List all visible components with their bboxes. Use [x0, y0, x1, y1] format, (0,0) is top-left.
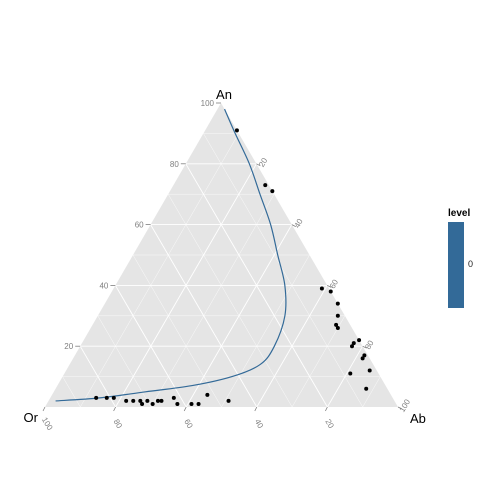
gridline-or [168, 194, 293, 408]
legend-title: level [448, 208, 471, 219]
tick-mark-ab [362, 345, 367, 349]
gridline-ab [362, 376, 381, 408]
data-point [124, 398, 129, 403]
data-point [360, 356, 365, 361]
gridline-ab [256, 285, 328, 408]
gridline-or [62, 376, 81, 408]
gridline-or [203, 133, 363, 408]
tick-label-or: 20 [323, 418, 336, 431]
tick-label-ab: 80 [363, 338, 376, 351]
vertex-label-right: Ab [410, 411, 426, 426]
legend-entry-label: 0 [468, 259, 474, 269]
data-point [159, 398, 164, 403]
tick-label-an: 20 [64, 342, 73, 351]
data-point [104, 395, 109, 400]
data-points [94, 128, 372, 406]
data-point [171, 395, 176, 400]
data-point [131, 398, 136, 403]
tick-label-an: 80 [170, 160, 179, 169]
tick-mark-ab [291, 224, 296, 227]
tick-mark-or [42, 406, 46, 412]
data-point [234, 128, 239, 133]
data-point [111, 395, 116, 400]
legend-color-swatch [448, 222, 464, 308]
gridline-ab [291, 315, 346, 408]
tick-mark-ab [327, 285, 332, 288]
data-point [334, 322, 339, 327]
gridline-ab [150, 194, 275, 408]
vertex-label-left: Or [24, 410, 39, 425]
data-point [357, 338, 362, 343]
data-point [364, 386, 369, 391]
tick-label-or: 40 [253, 418, 266, 431]
data-point [270, 189, 275, 194]
data-point [175, 401, 180, 406]
data-point [138, 398, 143, 403]
data-point [196, 401, 201, 406]
gridline-or [115, 285, 187, 408]
tick-label-an: 100 [201, 99, 215, 108]
tick-mark-or [325, 406, 328, 412]
data-point [205, 392, 210, 397]
tick-label-ab: 40 [293, 217, 306, 230]
data-point [362, 353, 367, 358]
tick-label-ab: 20 [257, 156, 270, 169]
vertex-label-top: An [216, 87, 232, 102]
data-point [335, 301, 340, 306]
tick-mark-ab [397, 406, 403, 410]
gridline-ab [327, 345, 363, 408]
contour-line [55, 108, 287, 402]
data-point [150, 401, 155, 406]
legend-tick [464, 265, 467, 266]
tick-mark-or [254, 406, 258, 412]
data-point [328, 289, 333, 294]
tick-mark-or [113, 406, 116, 412]
ternary-gridlines [62, 133, 381, 408]
gridline-ab [80, 133, 239, 408]
data-point [263, 183, 268, 188]
data-point [140, 401, 145, 406]
data-point [335, 325, 340, 330]
gridline-ab [221, 254, 310, 408]
data-point [226, 398, 231, 403]
tick-label-or: 80 [112, 418, 125, 431]
tick-mark-ab [256, 163, 261, 167]
tick-mark-or [183, 406, 187, 412]
tick-label-ab: 60 [328, 278, 341, 291]
data-point [319, 286, 324, 291]
data-point [350, 344, 355, 349]
data-point [145, 398, 150, 403]
data-point [335, 313, 340, 318]
gridline-or [132, 254, 222, 408]
tick-label-or: 60 [182, 418, 195, 431]
data-point [155, 398, 160, 403]
data-point [348, 371, 353, 376]
tick-label-an: 40 [99, 281, 108, 290]
data-point [189, 401, 194, 406]
data-point [94, 395, 99, 400]
tick-label-an: 60 [135, 221, 144, 230]
data-point [351, 341, 356, 346]
tick-label-or: 100 [40, 416, 55, 433]
data-point [367, 368, 372, 373]
legend: level 0 [446, 208, 496, 318]
